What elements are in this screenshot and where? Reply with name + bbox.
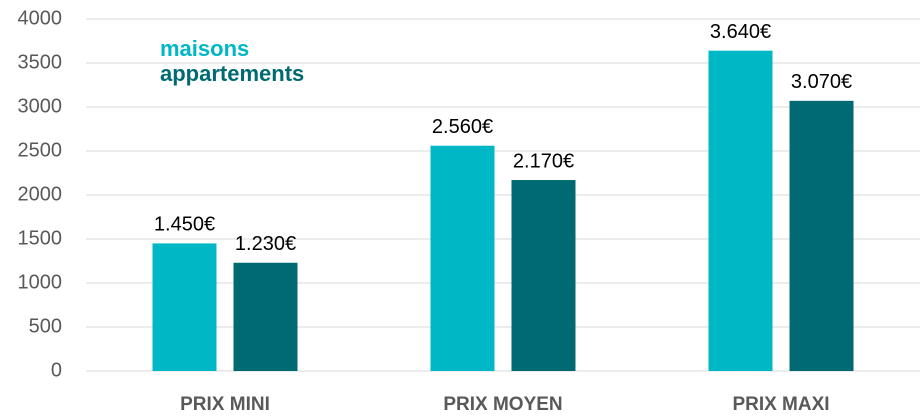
legend-entry: appartements: [160, 61, 304, 86]
value-label: 1.450€: [154, 214, 215, 236]
y-tick-label: 3500: [18, 51, 63, 73]
bar: [511, 180, 576, 371]
bar: [430, 145, 495, 371]
y-tick-label: 500: [29, 315, 62, 337]
x-tick-label: PRIX MAXI: [732, 394, 829, 415]
x-tick-label: PRIX MOYEN: [443, 394, 562, 415]
bar: [789, 100, 854, 371]
x-tick-label: PRIX MINI: [180, 394, 270, 415]
value-label: 3.070€: [791, 71, 852, 93]
value-label: 2.170€: [513, 150, 574, 172]
y-tick-label: 1500: [18, 227, 63, 249]
y-tick-label: 0: [51, 359, 62, 381]
y-tick-label: 4000: [18, 7, 63, 29]
value-label: 3.640€: [710, 21, 771, 43]
bar: [708, 50, 773, 372]
y-tick-label: 2000: [18, 183, 63, 205]
bar: [152, 243, 217, 371]
y-tick-label: 1000: [18, 271, 63, 293]
y-tick-label: 3000: [18, 95, 63, 117]
value-label: 1.230€: [235, 233, 296, 255]
bar: [233, 262, 298, 371]
legend-entry: maisons: [160, 36, 249, 61]
y-tick-label: 2500: [18, 139, 63, 161]
value-label: 2.560€: [432, 116, 493, 138]
